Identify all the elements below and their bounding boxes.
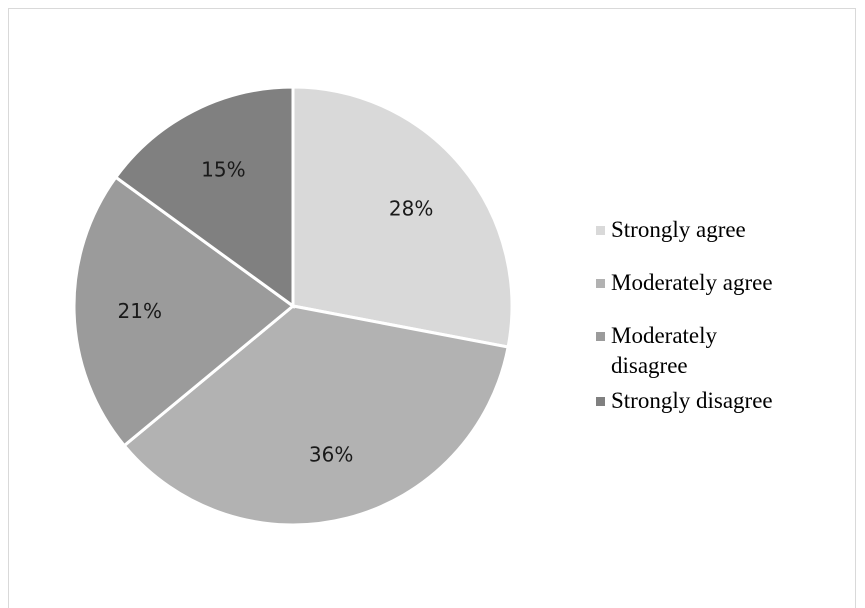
- data-label-moderately-agree: 36%: [309, 442, 353, 466]
- pie-chart: 28% 36% 21% 15%: [72, 85, 514, 527]
- legend-swatch-strongly-agree: [596, 226, 605, 235]
- chart-area: 28% 36% 21% 15% Strongly agree Moderately a…: [8, 8, 856, 608]
- data-label-moderately-disagree: 21%: [118, 299, 162, 323]
- legend-item-moderately-disagree: Moderately disagree: [596, 321, 761, 381]
- legend: Strongly agree Moderately agree Moderate…: [596, 215, 856, 416]
- legend-label-moderately-disagree: Moderately disagree: [611, 323, 718, 378]
- legend-swatch-moderately-disagree: [596, 332, 605, 341]
- pie-slice-moderately-agree: [122, 304, 510, 527]
- legend-label-strongly-disagree: Strongly disagree: [611, 388, 773, 413]
- data-label-strongly-agree: 28%: [389, 196, 433, 220]
- legend-swatch-strongly-disagree: [596, 397, 605, 406]
- legend-swatch-moderately-agree: [596, 279, 605, 288]
- legend-label-moderately-agree: Moderately agree: [611, 270, 773, 295]
- legend-item-strongly-agree: Strongly agree: [596, 215, 856, 245]
- pie-slice-strongly-disagree: [113, 85, 295, 309]
- data-label-strongly-disagree: 15%: [201, 157, 245, 181]
- legend-item-strongly-disagree: Strongly disagree: [596, 386, 856, 416]
- legend-item-moderately-agree: Moderately agree: [596, 268, 856, 298]
- pie-slice-moderately-disagree: [72, 175, 296, 448]
- legend-label-strongly-agree: Strongly agree: [611, 217, 746, 242]
- pie-slice-strongly-agree: [291, 85, 514, 349]
